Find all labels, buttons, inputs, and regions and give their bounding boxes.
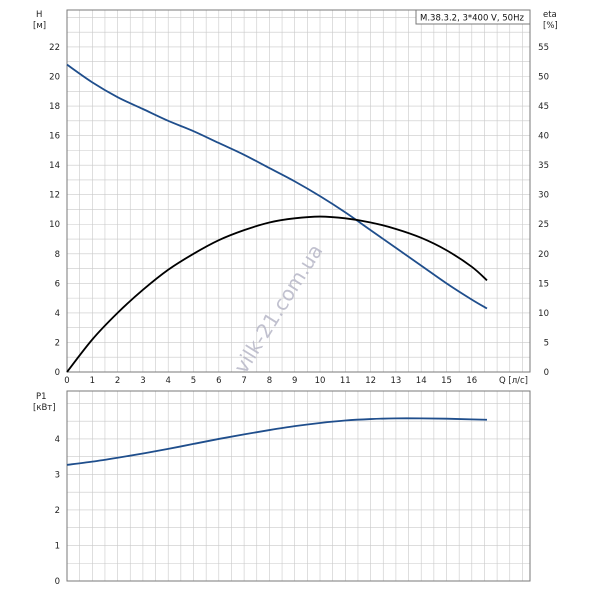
h-tick-label: 4 xyxy=(55,309,60,319)
x-tick-label: 12 xyxy=(365,376,376,386)
p1-tick-label: 0 xyxy=(55,577,60,587)
x-tick-label: 16 xyxy=(466,376,477,386)
p1-axis-label: P1 xyxy=(36,392,47,402)
h-tick-label: 20 xyxy=(49,72,60,82)
legend-frame xyxy=(415,9,531,25)
x-tick-label: 13 xyxy=(390,376,401,386)
x-tick-label: 1 xyxy=(90,376,95,386)
h-tick-label: 18 xyxy=(49,102,60,112)
h-tick-label: 6 xyxy=(55,279,60,289)
left-y-tick-labels: 0 2 4 6 8 10 12 14 16 18 20 22 xyxy=(49,43,60,378)
series-line-p1 xyxy=(66,417,488,466)
bottom-plot-frame xyxy=(66,390,531,582)
eta-tick-label: 45 xyxy=(538,102,549,112)
h-axis-label: H xyxy=(36,10,42,20)
eta-tick-label: 10 xyxy=(538,309,549,319)
p1-y-tick-labels: 0 1 2 3 4 xyxy=(55,435,60,587)
x-tick-label: 3 xyxy=(140,376,145,386)
series-line-h xyxy=(66,63,488,310)
eta-tick-label: 40 xyxy=(538,132,549,142)
bottom-grid xyxy=(67,391,530,581)
bottom-series-group xyxy=(66,417,488,466)
legend-text: M.38.3.2, 3*400 V, 50Hz xyxy=(420,14,524,24)
h-tick-label: 10 xyxy=(49,220,60,230)
x-tick-label: 0 xyxy=(64,376,69,386)
h-axis-unit: [м] xyxy=(33,21,46,31)
h-tick-label: 8 xyxy=(55,250,60,260)
eta-tick-label: 30 xyxy=(538,191,549,201)
x-tick-label: 9 xyxy=(292,376,297,386)
top-x-tick-labels: 0 1 2 3 4 5 6 7 8 9 10 11 12 13 14 15 16 xyxy=(64,376,477,386)
p1-axis-unit: [кВт] xyxy=(33,403,56,413)
top-plot-frame xyxy=(66,9,531,373)
h-tick-label: 22 xyxy=(49,43,60,53)
top-grid xyxy=(67,10,530,372)
x-tick-label: 4 xyxy=(165,376,170,386)
eta-axis-unit: [%] xyxy=(543,21,558,31)
h-tick-label: 14 xyxy=(49,161,60,171)
h-tick-label: 16 xyxy=(49,132,60,142)
x-tick-label: 10 xyxy=(315,376,326,386)
top-series-group xyxy=(66,63,488,373)
p1-tick-label: 2 xyxy=(55,506,60,516)
h-tick-label: 2 xyxy=(55,338,60,348)
x-tick-label: 7 xyxy=(241,376,246,386)
x-tick-label: 2 xyxy=(115,376,120,386)
x-tick-label: 5 xyxy=(191,376,196,386)
eta-tick-label: 25 xyxy=(538,220,549,230)
x-tick-label: 6 xyxy=(216,376,221,386)
legend-box: M.38.3.2, 3*400 V, 50Hz xyxy=(415,9,531,25)
power-panel: 0 1 2 3 4 P1 [кВт] xyxy=(33,390,531,587)
head-efficiency-panel: 0 1 2 3 4 5 6 7 8 9 10 11 12 13 14 15 16 024681012141618… xyxy=(33,9,558,386)
q-axis-label: Q [л/с] xyxy=(499,376,528,386)
x-tick-label: 8 xyxy=(267,376,272,386)
eta-tick-label: 55 xyxy=(538,43,549,53)
h-tick-label: 12 xyxy=(49,191,60,201)
eta-tick-label: 35 xyxy=(538,161,549,171)
h-tick-label: 0 xyxy=(55,368,60,378)
eta-tick-label: 5 xyxy=(544,338,549,348)
right-y-tick-labels: 0 5 10 15 20 25 30 35 40 45 50 55 xyxy=(538,43,549,378)
series-line-eta xyxy=(66,215,488,373)
p1-tick-label: 3 xyxy=(55,470,60,480)
eta-tick-label: 0 xyxy=(544,368,549,378)
eta-axis-label: eta xyxy=(543,10,557,20)
eta-tick-label: 15 xyxy=(538,279,549,289)
p1-tick-label: 1 xyxy=(55,541,60,551)
x-tick-label: 14 xyxy=(416,376,427,386)
x-tick-label: 11 xyxy=(340,376,351,386)
p1-tick-label: 4 xyxy=(55,435,60,445)
eta-tick-label: 50 xyxy=(538,72,549,82)
x-tick-label: 15 xyxy=(441,376,452,386)
eta-tick-label: 20 xyxy=(538,250,549,260)
